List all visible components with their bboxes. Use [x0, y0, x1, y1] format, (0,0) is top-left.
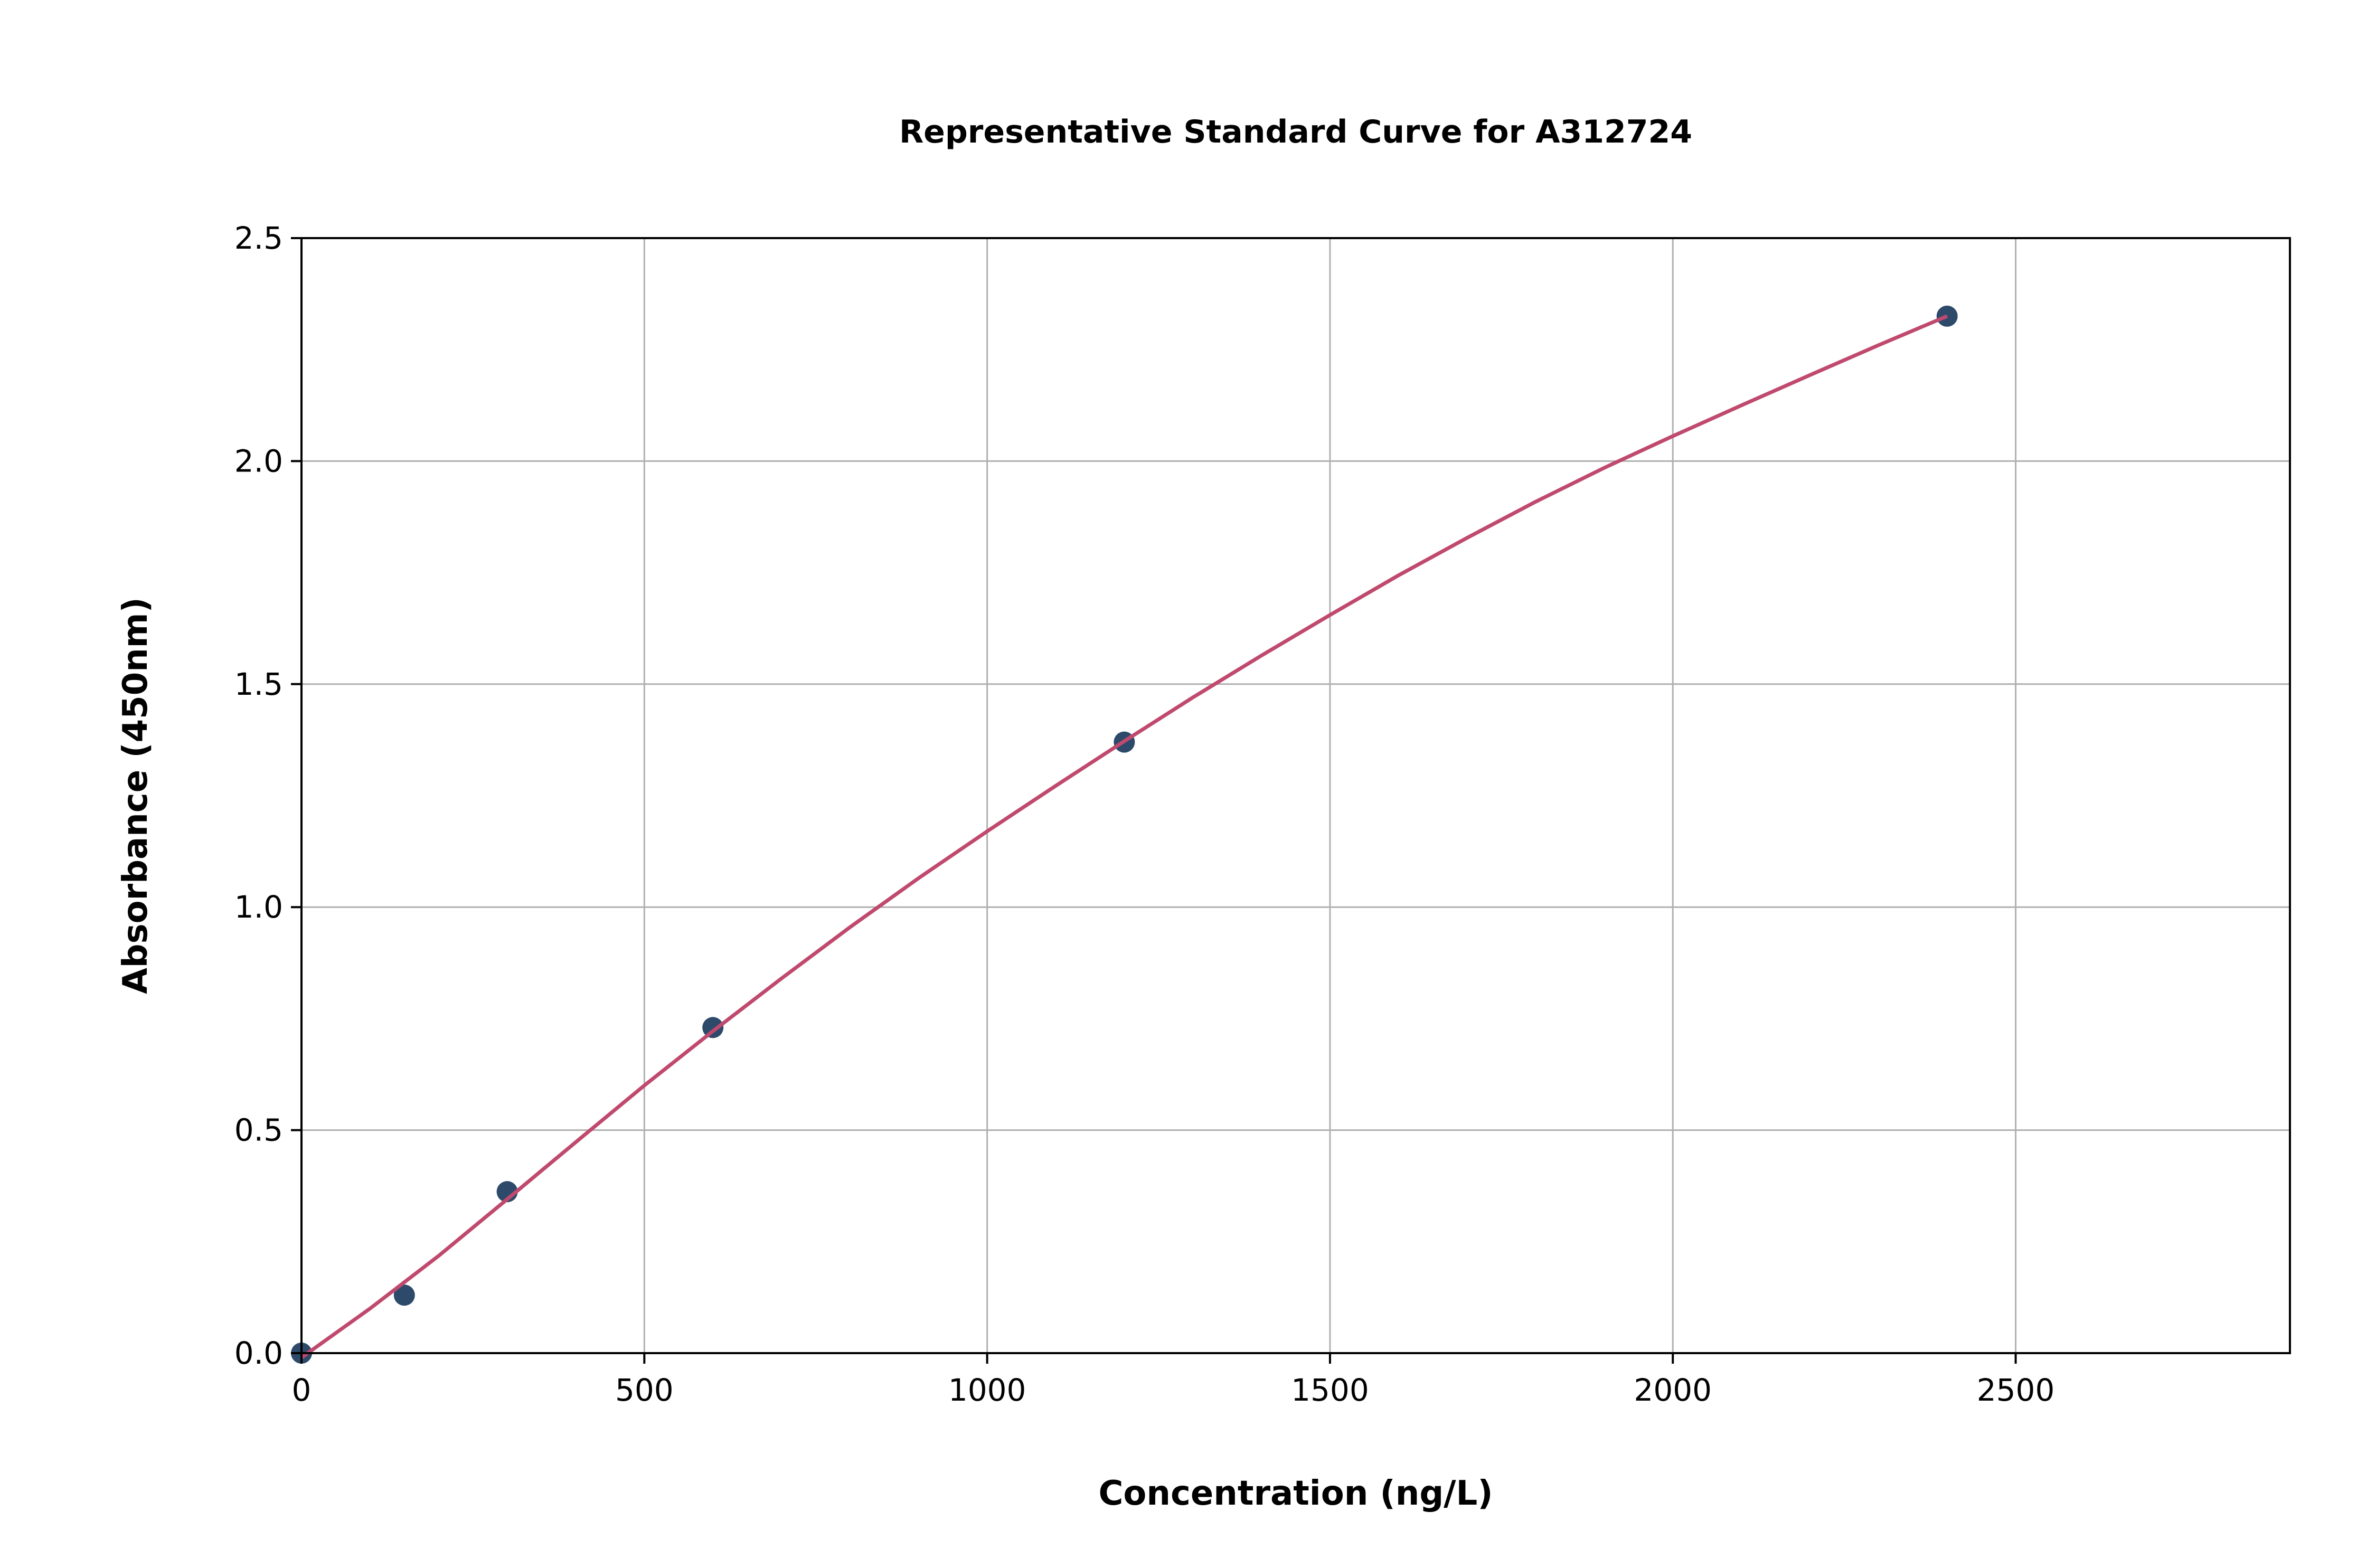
x-tick-label: 1000 — [948, 1372, 1026, 1408]
y-tick-label: 1.5 — [234, 666, 283, 702]
y-tick-label: 2.5 — [234, 220, 283, 256]
x-axis-label: Concentration (ng/L) — [1098, 1474, 1493, 1513]
y-axis-label: Absorbance (450nm) — [116, 597, 155, 994]
data-point — [393, 1284, 415, 1306]
x-tick-label: 1500 — [1291, 1372, 1369, 1408]
y-tick-label: 2.0 — [234, 443, 283, 479]
y-tick-label: 0.0 — [234, 1335, 283, 1371]
axes-frame — [300, 237, 2291, 1354]
x-tick-label: 2500 — [1977, 1372, 2055, 1408]
x-axis-ticks: 0 500 1000 1500 2000 2500 — [292, 1353, 2055, 1408]
x-tick-label: 500 — [615, 1372, 674, 1408]
data-point — [702, 1017, 724, 1038]
x-tick-label: 0 — [292, 1372, 312, 1408]
y-tick-label: 0.5 — [234, 1112, 283, 1148]
y-tick-label: 1.0 — [234, 889, 283, 925]
plot-area — [291, 305, 1958, 1364]
fit-curve — [300, 314, 1948, 1359]
x-tick-label: 2000 — [1634, 1372, 1712, 1408]
chart-title: Representative Standard Curve for A31272… — [899, 114, 1692, 150]
y-axis-ticks: 0.0 0.5 1.0 1.5 2.0 2.5 — [234, 220, 301, 1371]
grid — [300, 237, 2290, 1354]
